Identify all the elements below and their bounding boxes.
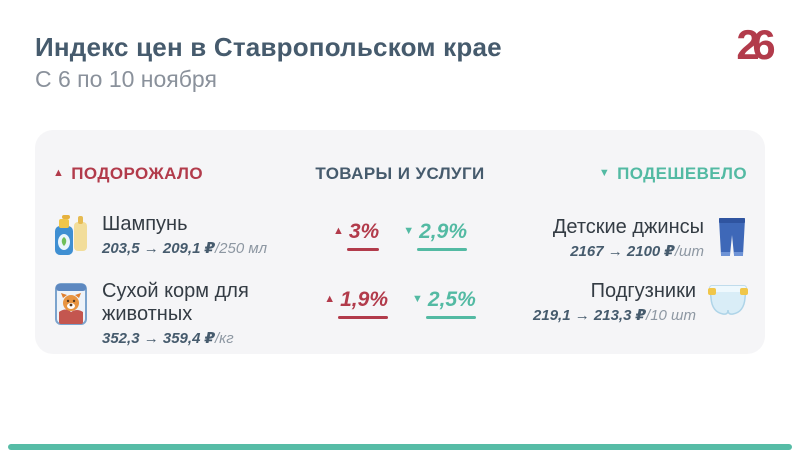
price-change: 2167 → 2100 ₽ <box>570 243 675 260</box>
item-text: Шампунь 203,5 → 209,1 ₽/250 мл <box>102 213 267 257</box>
shampoo-icon <box>51 213 91 264</box>
list-item-diapers: Подгузники 219,1 → 213,3 ₽/10 шт <box>533 280 749 324</box>
price-unit: /10 шт <box>646 307 696 324</box>
up-triangle-icon: ▲ <box>332 225 344 237</box>
percent-up-value: 1,9% <box>340 288 388 311</box>
bottom-accent-bar <box>8 444 792 450</box>
increased-section-header: ▲ ПОДОРОЖАЛО <box>53 164 203 184</box>
item-text: Подгузники 219,1 → 213,3 ₽/10 шт <box>533 280 696 324</box>
list-item-shampoo: Шампунь 203,5 → 209,1 ₽/250 мл <box>51 213 281 264</box>
jeans-icon <box>715 216 749 265</box>
item-name: Подгузники <box>590 280 696 302</box>
percent-row: ▲ 1,9% ▼ 2,5% <box>35 288 765 319</box>
down-triangle-icon: ▼ <box>403 225 415 237</box>
item-name: Детские джинсы <box>552 216 704 238</box>
underline <box>426 316 476 319</box>
percent-up: ▲ 1,9% <box>324 288 388 319</box>
up-triangle-icon: ▲ <box>324 293 336 305</box>
item-price: 2167 → 2100 ₽/шт <box>553 242 704 260</box>
item-text: Детские джинсы 2167 → 2100 ₽/шт <box>553 216 704 260</box>
increased-header-label: ПОДОРОЖАЛО <box>71 164 203 183</box>
diaper-icon <box>707 280 749 323</box>
price-unit: /250 мл <box>215 240 268 257</box>
item-price: 352,3 → 359,4 ₽/кг <box>102 329 262 347</box>
page-subtitle: С 6 по 10 ноября <box>35 66 217 92</box>
down-triangle-icon: ▼ <box>412 293 423 305</box>
underline <box>346 248 380 251</box>
up-triangle-icon: ▲ <box>53 166 65 179</box>
percent-down: ▼ 2,9% <box>403 220 467 251</box>
down-triangle-icon: ▼ <box>598 166 611 179</box>
item-name: Сухой корм для животных <box>102 280 249 325</box>
price-change: 203,5 → 209,1 ₽ <box>102 240 216 257</box>
item-price: 203,5 → 209,1 ₽/250 мл <box>102 239 267 257</box>
price-index-card: ▲ ПОДОРОЖАЛО ТОВАРЫ И УСЛУГИ ▼ ПОДЕШЕВЕЛ… <box>35 130 765 354</box>
price-unit: /кг <box>215 330 234 347</box>
brand-26-logo: 26 <box>736 21 775 68</box>
percent-down: ▼ 2,5% <box>412 288 476 319</box>
price-change: 352,3 → 359,4 ₽ <box>102 330 216 347</box>
pet-food-icon <box>51 280 91 331</box>
decreased-section-header: ▼ ПОДЕШЕВЕЛО <box>599 164 747 184</box>
item-text: Сухой корм для животных 352,3 → 359,4 ₽/… <box>102 280 262 347</box>
underline <box>338 316 388 319</box>
percent-up: ▲ 3% <box>332 220 380 251</box>
percent-down-value: 2,9% <box>419 220 467 243</box>
percent-up-value: 3% <box>348 220 380 243</box>
page-title: Индекс цен в Ставропольском крае <box>35 32 502 62</box>
percent-down-value: 2,5% <box>427 288 476 311</box>
goods-services-label: ТОВАРЫ И УСЛУГИ <box>315 164 485 183</box>
price-unit: /шт <box>674 243 704 260</box>
list-item-pet-food: Сухой корм для животных 352,3 → 359,4 ₽/… <box>51 280 281 347</box>
item-price: 219,1 → 213,3 ₽/10 шт <box>533 306 696 324</box>
list-item-kids-jeans: Детские джинсы 2167 → 2100 ₽/шт <box>553 216 749 265</box>
underline <box>417 248 467 251</box>
decreased-header-label: ПОДЕШЕВЕЛО <box>617 164 747 183</box>
item-name: Шампунь <box>102 213 188 235</box>
price-change: 219,1 → 213,3 ₽ <box>533 307 647 324</box>
goods-services-header: ТОВАРЫ И УСЛУГИ <box>35 164 765 184</box>
percent-row: ▲ 3% ▼ 2,9% <box>35 220 765 251</box>
